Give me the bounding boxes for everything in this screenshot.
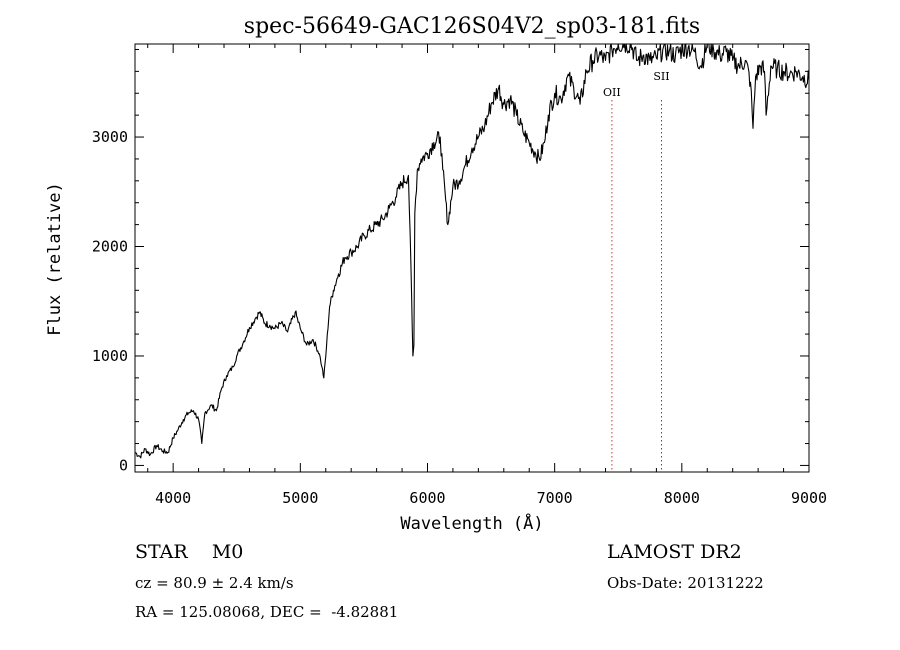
spectrum-line [134,43,810,459]
x-tick-label: 8000 [664,489,700,507]
chart-title: spec-56649-GAC126S04V2_sp03-181.fits [244,14,700,39]
y-tick-label: 2000 [92,238,128,256]
plot-frame [134,43,810,473]
x-tick-label: 7000 [537,489,573,507]
x-tick-label: 6000 [409,489,445,507]
line-marker-label: OII [603,86,621,99]
line-marker-label: SII [653,70,669,83]
x-tick-label: 4000 [155,489,191,507]
y-axis-label: Flux (relative) [45,182,65,336]
axis-ticks: 4000 5000 6000 7000 8000 9000 0 1000 2000 3000 [92,44,827,507]
y-tick-label: 3000 [92,128,128,146]
x-tick-label: 5000 [282,489,318,507]
y-tick-label: 0 [119,456,128,474]
coordinates-label: RA = 125.08068, DEC = -4.82881 [135,603,399,621]
x-tick-label: 9000 [791,489,827,507]
line-markers: OII SII [603,70,670,472]
observation-date-label: Obs-Date: 20131222 [607,574,764,592]
object-class-label: STAR M0 [135,541,244,563]
y-tick-label: 1000 [92,347,128,365]
survey-label: LAMOST DR2 [607,541,742,563]
x-axis-label: Wavelength (Å) [400,512,543,534]
redshift-label: cz = 80.9 ± 2.4 km/s [135,574,294,592]
